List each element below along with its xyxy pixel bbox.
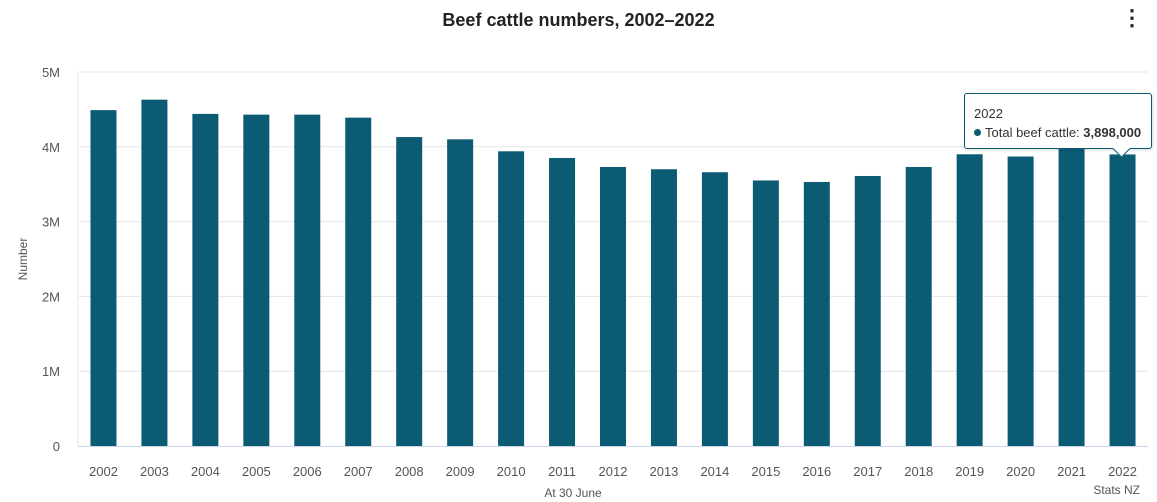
x-tick-label: 2006 xyxy=(293,464,322,479)
bar-2017 xyxy=(854,175,881,447)
bar-2020 xyxy=(1007,156,1034,447)
x-tick-label: 2018 xyxy=(904,464,933,479)
bar-2022 xyxy=(1109,154,1136,446)
tooltip-value: 3,898,000 xyxy=(1083,125,1142,140)
y-tick-label: 4M xyxy=(42,140,60,155)
tooltip: 2022 Total beef cattle: 3,898,000 xyxy=(964,93,1152,158)
x-tick-label: 2017 xyxy=(853,464,882,479)
bar-2005 xyxy=(243,114,270,447)
x-axis-title: At 30 June xyxy=(544,486,602,500)
x-tick-label: 2002 xyxy=(89,464,118,479)
bar-2011 xyxy=(549,158,576,446)
x-tick-label: 2012 xyxy=(599,464,628,479)
chart-title: Beef cattle numbers, 2002–2022 xyxy=(442,10,715,30)
bar-2008 xyxy=(396,137,423,447)
bar-2004 xyxy=(192,113,219,446)
tooltip-category: 2022 xyxy=(974,106,1003,121)
x-tick-label: 2007 xyxy=(344,464,373,479)
bar-2012 xyxy=(600,166,626,446)
x-tick-label: 2019 xyxy=(955,464,984,479)
x-tick-label: 2004 xyxy=(191,464,220,479)
bar-2009 xyxy=(447,139,474,446)
y-tick-label: 2M xyxy=(42,289,60,304)
credits: Stats NZ xyxy=(1093,483,1140,497)
y-axis-title: Number xyxy=(16,238,30,281)
vertical-ellipsis-icon[interactable]: ⋮ xyxy=(1121,5,1143,30)
tooltip-label: Total beef cattle: xyxy=(985,125,1084,140)
bar-2006 xyxy=(294,114,321,447)
x-tick-label: 2020 xyxy=(1006,464,1035,479)
x-tick-label: 2015 xyxy=(751,464,780,479)
x-tick-label: 2008 xyxy=(395,464,424,479)
x-tick-label: 2021 xyxy=(1057,464,1086,479)
y-tick-label: 0 xyxy=(53,439,60,454)
bar-2010 xyxy=(498,151,525,446)
x-tick-label: 2005 xyxy=(242,464,271,479)
bar-2014 xyxy=(701,172,728,446)
y-tick-label: 3M xyxy=(42,215,60,230)
x-tick-label: 2013 xyxy=(649,464,678,479)
x-tick-label: 2010 xyxy=(497,464,526,479)
x-tick-label: 2009 xyxy=(446,464,475,479)
bar-2016 xyxy=(803,181,830,446)
x-tick-label: 2022 xyxy=(1108,464,1137,479)
x-tick-label: 2003 xyxy=(140,464,169,479)
bar-2018 xyxy=(905,166,932,446)
y-tick-label: 1M xyxy=(42,364,60,379)
bar-2013 xyxy=(650,169,677,447)
bar-2007 xyxy=(345,117,372,447)
bar-2021 xyxy=(1058,149,1085,446)
y-tick-label: 5M xyxy=(42,65,60,80)
series-dot-icon xyxy=(974,129,981,136)
bar-2002 xyxy=(90,110,117,446)
bar-2019 xyxy=(956,154,983,446)
bar-2015 xyxy=(752,180,779,446)
bar-2003 xyxy=(141,99,168,447)
x-tick-label: 2011 xyxy=(548,464,576,479)
x-tick-label: 2016 xyxy=(802,464,831,479)
x-tick-label: 2014 xyxy=(700,464,729,479)
